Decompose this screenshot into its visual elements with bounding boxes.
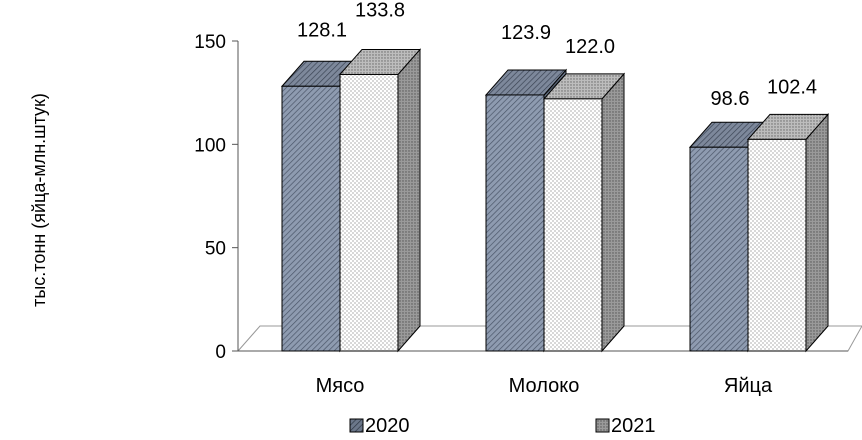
legend-swatch-2020 bbox=[349, 418, 364, 433]
legend-label-2020: 2020 bbox=[365, 415, 410, 437]
bars bbox=[280, 48, 830, 353]
y-axis-label: тыс.тонн (яйца-млн.штук) bbox=[29, 93, 49, 307]
legend-swatch-2021 bbox=[595, 418, 610, 433]
legend: 2020 2021 bbox=[349, 415, 656, 437]
bar-2021-0 bbox=[338, 48, 422, 353]
data-labels: 128.1 133.8 123.9 122.0 98.6 102.4 bbox=[297, 0, 817, 110]
legend-label-2021: 2021 bbox=[611, 415, 656, 437]
data-label-2021-2: 102.4 bbox=[767, 76, 817, 98]
bar-2021-1 bbox=[542, 72, 626, 353]
data-label-2021-1: 122.0 bbox=[565, 36, 615, 58]
bar-2021-2 bbox=[746, 113, 830, 353]
y-tick-label: 150 bbox=[194, 32, 226, 53]
data-label-2020-2: 98.6 bbox=[711, 88, 750, 110]
y-tick-label: 0 bbox=[215, 342, 226, 363]
data-label-2020-0: 128.1 bbox=[297, 19, 347, 41]
y-tick-label: 100 bbox=[194, 135, 226, 156]
x-category-label: Мясо bbox=[316, 375, 365, 397]
y-tick-label: 50 bbox=[205, 239, 226, 260]
x-axis-categories: Мясо Молоко Яйца bbox=[316, 375, 773, 397]
data-label-2020-1: 123.9 bbox=[501, 22, 551, 44]
x-category-label: Молоко bbox=[509, 375, 580, 397]
data-label-2021-0: 133.8 bbox=[355, 0, 405, 21]
x-category-label: Яйца bbox=[724, 375, 773, 397]
